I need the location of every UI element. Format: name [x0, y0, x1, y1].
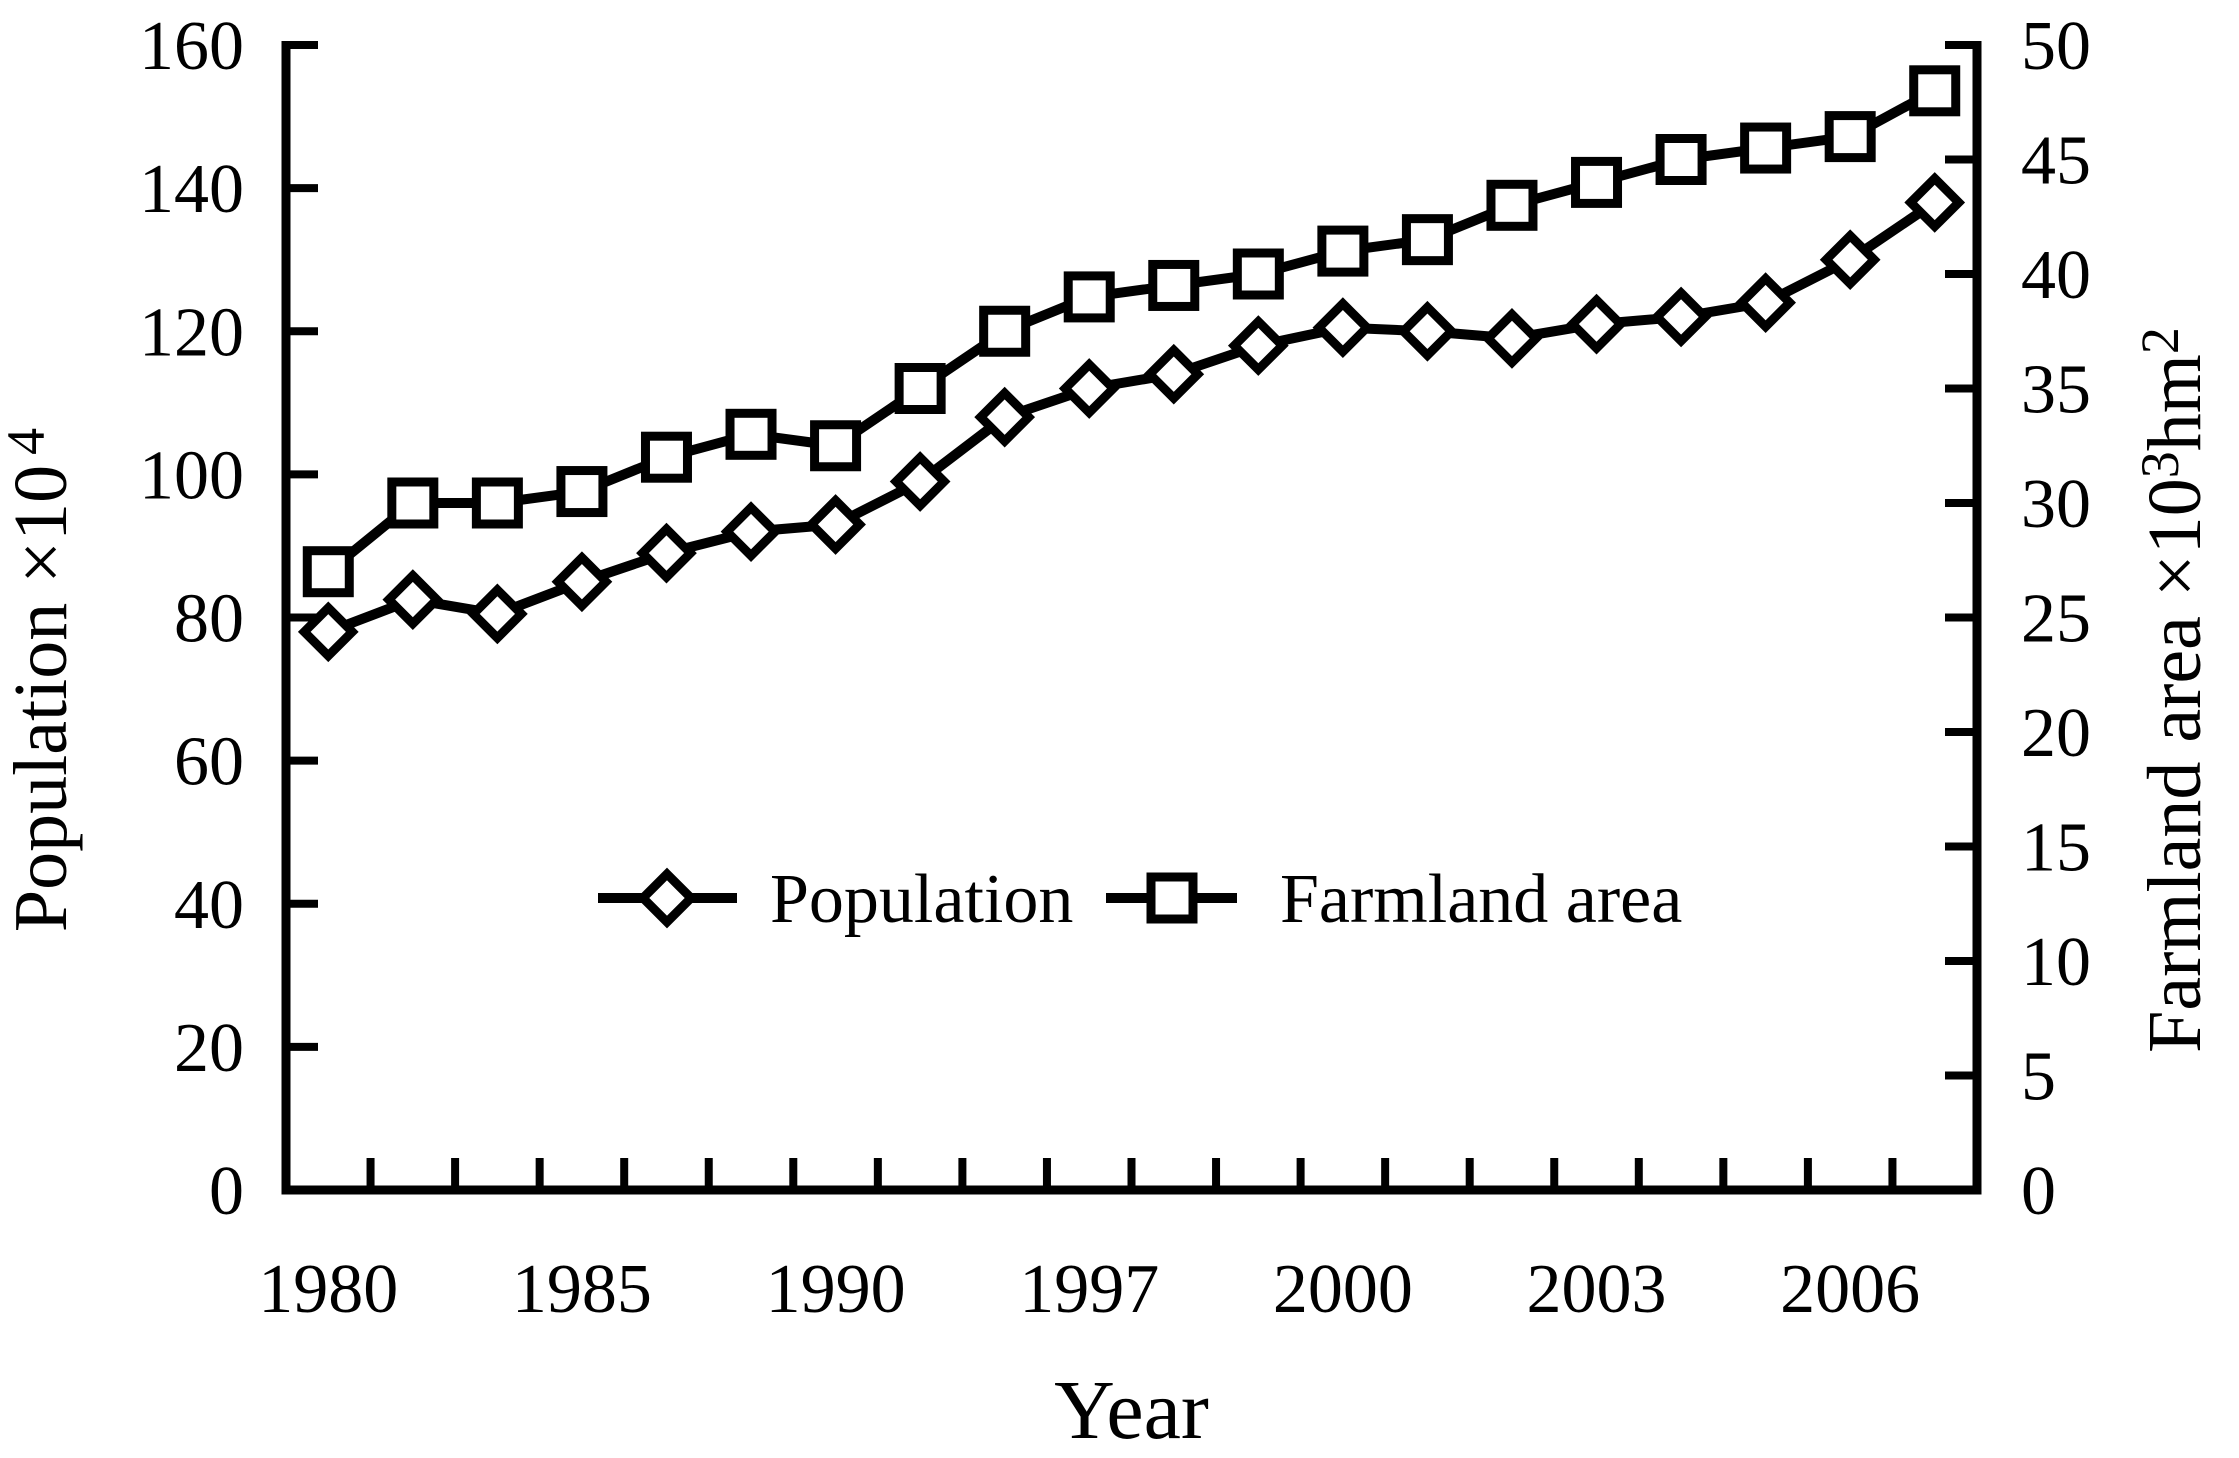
farmland-area-marker	[556, 466, 608, 518]
x-axis-tick-label: 1990	[766, 1251, 906, 1328]
right-axis-tick-label: 10	[2021, 924, 2091, 1001]
left-axis-title: Population ×104	[0, 428, 83, 932]
population-marker	[551, 551, 613, 613]
left-axis-tick-label: 140	[139, 151, 244, 228]
right-axis-tick-label: 25	[2021, 581, 2091, 658]
population-marker	[1143, 343, 1205, 405]
population-marker	[467, 583, 528, 645]
left-axis-tick-label: 160	[139, 8, 244, 85]
farmland-area-marker	[810, 420, 862, 472]
right-axis-title: Farmland area ×103hm2	[2130, 327, 2217, 1053]
legend-farmland-label: Farmland area	[1280, 861, 1682, 938]
farmland-area-marker	[1740, 122, 1792, 174]
left-axis-tick-label: 100	[139, 437, 244, 514]
farmland-area-marker	[1317, 225, 1369, 277]
farmland-area-marker	[725, 408, 777, 460]
population-marker	[297, 601, 359, 663]
population-marker	[1481, 308, 1543, 369]
right-axis-tick-label: 50	[2021, 8, 2091, 85]
left-axis-tick-label: 40	[174, 867, 244, 944]
x-axis-tick-label: 2006	[1780, 1251, 1920, 1328]
right-axis-tick-label: 45	[2021, 123, 2091, 200]
left-axis-tick-label: 80	[174, 581, 244, 658]
x-axis-tick-label: 1985	[512, 1251, 652, 1328]
population-marker	[1904, 172, 1966, 233]
farmland-area-marker	[1824, 111, 1876, 163]
x-axis-tick-label: 2000	[1273, 1251, 1413, 1328]
farmland-area-marker	[640, 431, 692, 483]
left-axis-tick-label: 60	[174, 724, 244, 801]
population-marker	[1566, 293, 1627, 355]
population-marker	[1735, 272, 1796, 333]
farmland-area-marker	[1571, 156, 1623, 208]
farmland-area-marker	[1909, 65, 1961, 117]
farmland-area-marker	[302, 546, 354, 598]
legend-population-label: Population	[770, 861, 1073, 938]
x-axis-title: Year	[1054, 1364, 1209, 1457]
population-marker	[1312, 297, 1374, 359]
farmland-area-marker	[387, 477, 439, 529]
farmland-area-marker	[1063, 271, 1115, 323]
farmland-area-marker	[1232, 248, 1284, 300]
legend-population-marker-icon	[636, 867, 698, 929]
left-axis-tick-label: 120	[139, 294, 244, 371]
population-marker	[720, 501, 782, 562]
right-axis-tick-label: 20	[2021, 695, 2091, 772]
population-marker	[636, 522, 697, 584]
population-marker	[1227, 315, 1289, 376]
farmland-area-marker	[1148, 259, 1200, 311]
left-axis-tick-label: 20	[174, 1010, 244, 1087]
x-axis-tick-label: 2003	[1527, 1251, 1667, 1328]
population-marker	[805, 494, 866, 555]
population-marker	[1650, 286, 1712, 348]
population-marker	[974, 386, 1036, 448]
farmland-area-marker	[894, 363, 946, 414]
population-marker	[889, 451, 951, 512]
left-axis-tick-label: 0	[209, 1153, 244, 1230]
right-axis-tick-label: 30	[2021, 466, 2091, 543]
farmland-area-marker	[1401, 214, 1453, 266]
farmland-area-marker	[1486, 179, 1538, 231]
right-axis-tick-label: 40	[2021, 237, 2091, 314]
legend-farmland-marker-icon	[1146, 872, 1198, 924]
population-marker	[1397, 300, 1458, 362]
population-marker	[1819, 229, 1881, 291]
farmland-area-marker	[1655, 134, 1707, 185]
right-axis-tick-label: 15	[2021, 810, 2091, 887]
x-axis-tick-label: 1980	[258, 1251, 398, 1328]
x-axis-tick-label: 1997	[1019, 1251, 1159, 1328]
right-axis-tick-label: 0	[2021, 1153, 2056, 1230]
right-axis-tick-label: 5	[2021, 1039, 2056, 1116]
population-marker	[1058, 358, 1120, 419]
right-axis-tick-label: 35	[2021, 352, 2091, 429]
farmland-area-marker	[471, 477, 523, 529]
farmland-area-marker	[979, 305, 1031, 357]
population-marker	[382, 569, 444, 630]
